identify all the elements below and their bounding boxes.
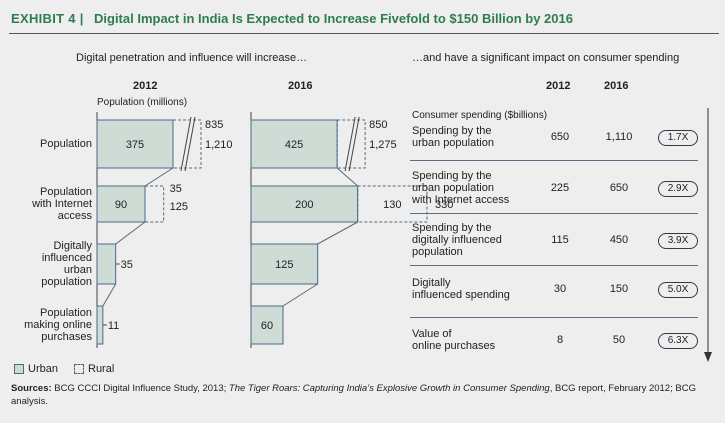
growth-multiplier-badge: 2.9X (658, 181, 698, 197)
label-total-2016-0: 1,275 (369, 139, 397, 151)
rural-swatch (74, 364, 84, 375)
growth-multiplier-badge: 1.7X (658, 130, 698, 146)
header-rule (9, 33, 719, 34)
bar-urban-2016-1 (250, 185, 359, 223)
row-label-digital: Digitally influenced urban population (41, 240, 92, 288)
spending-2016-value: 150 (609, 283, 629, 295)
break-mark-a-2012 (180, 116, 192, 172)
bar-rural-2016-1 (357, 185, 428, 223)
spending-2012-value: 225 (550, 182, 570, 194)
connector-2016-2 (282, 283, 318, 307)
label-total-2016-1: 330 (435, 199, 453, 211)
right-col-2012: 2012 (546, 80, 571, 92)
left-year-2016: 2016 (288, 80, 313, 92)
table-divider (410, 317, 698, 318)
spending-2012-value: 115 (551, 234, 569, 246)
left-subtitle: Digital penetration and influence will i… (76, 52, 308, 64)
table-divider (410, 265, 698, 266)
label-rural-2016-0: 850 (369, 119, 387, 131)
legend-rural: Rural (74, 363, 114, 375)
spending-row-label: Spending by the urban population (412, 125, 494, 149)
bar-rural-2012-0 (172, 119, 202, 169)
bar-urban-2016-0 (250, 119, 338, 169)
growth-multiplier-badge: 3.9X (658, 233, 698, 249)
row-label-online: Population making online purchases (24, 307, 92, 343)
exhibit-number: EXHIBIT 4 | (11, 11, 84, 26)
row-label-population: Population (40, 138, 92, 150)
label-urban-2016-1: 200 (295, 199, 313, 211)
spending-row-label: Digitally influenced spending (412, 277, 510, 301)
break-mark-b-2012 (184, 116, 196, 172)
label-rural-2016-1: 130 (383, 199, 401, 211)
label-urban-2016-0: 425 (285, 139, 303, 151)
row-label-internet: Population with Internet access (32, 186, 92, 222)
right-subtitle: …and have a significant impact on consum… (412, 52, 680, 64)
bar-urban-2016-3 (250, 305, 284, 345)
growth-multiplier-badge: 6.3X (658, 333, 698, 349)
left-year-2012: 2012 (133, 80, 158, 92)
table-divider (410, 213, 698, 214)
bar-urban-2012-0 (96, 119, 174, 169)
population-axis-note: Population (millions) (97, 97, 188, 108)
label-urban-2012-0: 375 (126, 139, 144, 151)
label-urban-2012-3: 11 (108, 320, 119, 332)
spending-row-label: Value of online purchases (412, 328, 496, 352)
break-mark-b-2016 (348, 116, 360, 172)
exhibit-header: EXHIBIT 4 | Digital Impact in India Is E… (0, 0, 725, 38)
connector-2016-1 (317, 221, 358, 245)
spending-2012-value: 650 (550, 131, 570, 143)
sources-note: Sources: BCG CCCI Digital Influence Stud… (11, 383, 696, 407)
spending-unit-note: Consumer spending ($billions) (412, 110, 548, 121)
break-mark-a-2016 (344, 116, 356, 172)
spending-2012-value: 30 (553, 283, 567, 295)
legend-urban: Urban (14, 363, 58, 375)
label-rural-2012-0: 835 (205, 119, 223, 131)
spending-2016-value: 650 (609, 182, 629, 194)
right-col-2016: 2016 (604, 80, 629, 92)
label-urban-2012-2: 35 (121, 259, 133, 271)
label-urban-2016-3: 60 (261, 320, 273, 332)
spending-row-label: Spending by the digitally influenced popul… (412, 222, 502, 258)
exhibit-title: Digital Impact in India Is Expected to I… (94, 11, 573, 26)
label-total-2012-0: 1,210 (205, 139, 233, 151)
spending-2016-value: 1,110 (605, 131, 633, 143)
connector-2012-0 (144, 167, 174, 187)
bar-rural-2016-0 (336, 119, 366, 169)
trend-arrow-head (704, 352, 712, 362)
bar-urban-2012-3 (96, 305, 104, 345)
spending-2012-value: 8 (556, 334, 564, 346)
table-divider (410, 160, 698, 161)
bar-urban-2012-1 (96, 185, 146, 223)
bar-urban-2012-2 (96, 243, 117, 285)
label-urban-2012-1: 90 (115, 199, 127, 211)
bar-rural-2012-1 (144, 185, 165, 223)
growth-multiplier-badge: 5.0X (658, 282, 698, 298)
spending-2016-value: 450 (609, 234, 629, 246)
label-total-2012-1: 125 (170, 201, 188, 213)
connector-2012-1 (115, 221, 146, 245)
label-urban-2016-2: 125 (275, 259, 293, 271)
spending-row-label: Spending by the urban population with Inte… (412, 170, 510, 206)
connector-2012-2 (102, 283, 117, 307)
label-rural-2012-1: 35 (170, 183, 182, 195)
spending-2016-value: 50 (612, 334, 626, 346)
bar-urban-2016-2 (250, 243, 319, 285)
urban-swatch (14, 364, 24, 375)
connector-2016-0 (336, 167, 358, 187)
